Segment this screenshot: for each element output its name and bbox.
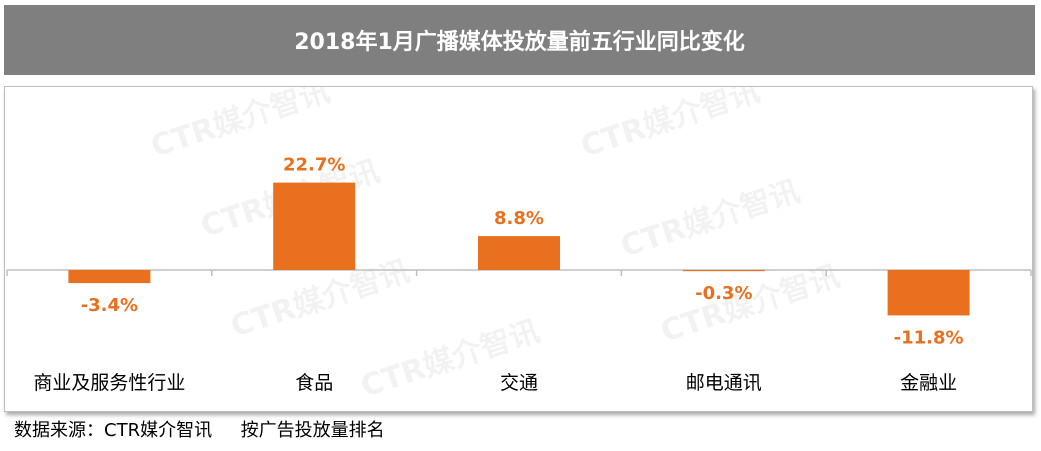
data-label: -0.3% — [695, 283, 752, 304]
watermark-text: CTR媒介智讯 — [657, 259, 844, 350]
watermark-text: CTR媒介智讯 — [147, 87, 334, 165]
bar — [273, 182, 356, 270]
bar — [682, 270, 765, 272]
title-bar: 2018年1月广播媒体投放量前五行业同比变化 — [4, 5, 1035, 75]
chart-title: 2018年1月广播媒体投放量前五行业同比变化 — [294, 30, 745, 55]
data-label: -3.4% — [81, 295, 138, 316]
category-label: 交通 — [500, 372, 538, 394]
category-label: 金融业 — [900, 372, 957, 394]
category-label: 商业及服务性行业 — [33, 372, 185, 394]
bar — [68, 270, 151, 284]
bar — [887, 270, 970, 316]
data-label: 22.7% — [283, 155, 345, 176]
bar — [478, 236, 560, 270]
category-label: 邮电通讯 — [686, 372, 762, 394]
watermark-text: CTR媒介智讯 — [577, 87, 764, 165]
chart-frame: CTR媒介智讯 CTR媒介智讯 CTR媒介智讯 CTR媒介智讯 CTR媒介智讯 CTR媒介… — [4, 74, 1033, 412]
watermark-text: CTR媒介智讯 — [617, 174, 804, 265]
category-label: 食品 — [295, 372, 333, 394]
source-note: 数据来源：CTR媒介智讯 按广告投放量排名 — [14, 420, 385, 441]
data-label: 8.8% — [494, 208, 544, 229]
data-label: -11.8% — [894, 327, 964, 348]
